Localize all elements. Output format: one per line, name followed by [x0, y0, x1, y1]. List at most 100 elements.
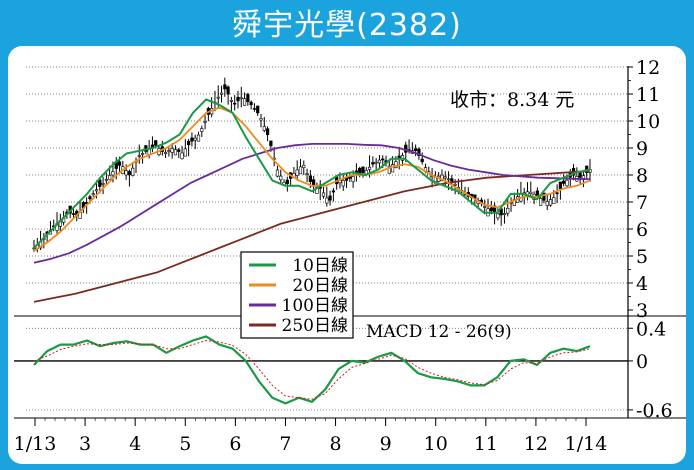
candle-body [545, 201, 549, 206]
moving-averages [33, 98, 591, 303]
price-tick-label: 12 [636, 57, 660, 79]
candle-body [391, 164, 395, 173]
candle-body [331, 190, 335, 193]
price-tick-label: 4 [636, 273, 648, 295]
candle-body [298, 166, 303, 175]
candle-body [226, 86, 230, 95]
macd-tick-label: 0 [636, 351, 648, 373]
price-tick-label: 7 [636, 192, 648, 214]
candle-body [140, 153, 145, 155]
x-tick-label: 12 [524, 433, 548, 455]
candle-body [420, 158, 424, 163]
candle-body [539, 198, 543, 206]
macd-line-MACD [33, 335, 591, 405]
candle-body [325, 197, 329, 204]
x-tick-label: 1/14 [565, 433, 608, 455]
candle-body [259, 118, 263, 121]
candle-body [443, 176, 447, 179]
candle-body [302, 165, 306, 168]
candle-body [173, 149, 178, 156]
candle-body [219, 92, 224, 95]
candle-body [305, 173, 309, 175]
chart-panel: 3 4 5 6 7 8 9 10 11 12 0.4 0 -0.6 1/13 3 4 5 6 7 8 9 10 11 12 1/… [8, 46, 686, 464]
candle-body [101, 183, 105, 185]
legend-label: 250日線 [282, 316, 348, 336]
legend-label: 10日線 [292, 256, 348, 276]
candle-body [542, 192, 546, 201]
candle-body [242, 98, 247, 106]
candle-body [91, 193, 95, 195]
x-tick-label: 1/13 [14, 433, 57, 455]
candle-body [275, 169, 280, 177]
candle-body [308, 175, 312, 183]
candle-body [239, 97, 243, 100]
candle-body [552, 197, 556, 204]
candle-body [236, 96, 240, 102]
candle-body [279, 175, 283, 181]
candle-body [154, 140, 158, 146]
price-tick-label: 10 [636, 111, 660, 133]
candle-body [367, 166, 372, 170]
x-tick-label: 11 [474, 433, 498, 455]
x-tick-label: 5 [179, 433, 191, 455]
candle-body [404, 144, 408, 153]
candle-body [170, 148, 174, 153]
candle-body [414, 148, 418, 151]
candle-body [562, 180, 566, 184]
candle-body [94, 189, 99, 192]
candle-body [348, 176, 352, 179]
price-tick-label: 3 [636, 300, 648, 322]
x-tick-label: 8 [329, 433, 341, 455]
ma-line-10日線 [33, 98, 591, 249]
candle-body [502, 213, 507, 215]
candle-body [127, 170, 132, 176]
candle-body [183, 148, 187, 157]
candle-body [285, 179, 289, 184]
x-tick-label: 4 [129, 433, 141, 455]
candle-body [111, 171, 115, 176]
candle-body [321, 192, 326, 197]
chart-title: 舜宇光學(2382) [232, 8, 462, 43]
candle-body [381, 158, 385, 161]
candle-body [269, 140, 273, 147]
legend-label: 20日線 [292, 276, 348, 296]
candle-body [371, 162, 375, 165]
candle-body [351, 176, 355, 183]
candle-body [196, 134, 201, 142]
candle-body [187, 140, 191, 146]
candle-body [446, 178, 451, 181]
candle-body [131, 167, 135, 176]
candle-body [265, 128, 270, 136]
price-tick-label: 5 [636, 246, 648, 268]
candle-body [233, 102, 237, 105]
candle-body [548, 199, 553, 206]
macd-tick-label: -0.6 [636, 400, 673, 422]
candle-body [190, 137, 194, 142]
macd-panel [33, 335, 591, 405]
candle-body [328, 195, 332, 201]
candle-body [483, 206, 487, 208]
candle-body [203, 121, 207, 123]
candle-body [262, 126, 266, 131]
candle-body [177, 149, 181, 152]
candle-body [223, 84, 227, 90]
price-tick-label: 9 [636, 138, 648, 160]
candle-body [529, 191, 533, 195]
candle-body [167, 150, 171, 152]
candle-body [489, 207, 493, 212]
ma-line-250日線 [33, 170, 591, 303]
ma-line-20日線 [33, 106, 591, 252]
candle-body [394, 161, 398, 168]
candle-body [88, 196, 92, 200]
legend-label: 100日線 [282, 296, 348, 316]
macd-tick-label: 0.4 [636, 318, 666, 340]
candle-body [555, 192, 559, 195]
candle-body [163, 152, 168, 154]
price-tick-label: 8 [636, 165, 648, 187]
axes: 3 4 5 6 7 8 9 10 11 12 0.4 0 -0.6 1/13 3 4 5 6 7 8 9 10 11 12 1/… [14, 57, 686, 455]
candle-body [137, 155, 141, 157]
x-tick-label: 9 [380, 433, 392, 455]
candle-body [246, 94, 250, 102]
